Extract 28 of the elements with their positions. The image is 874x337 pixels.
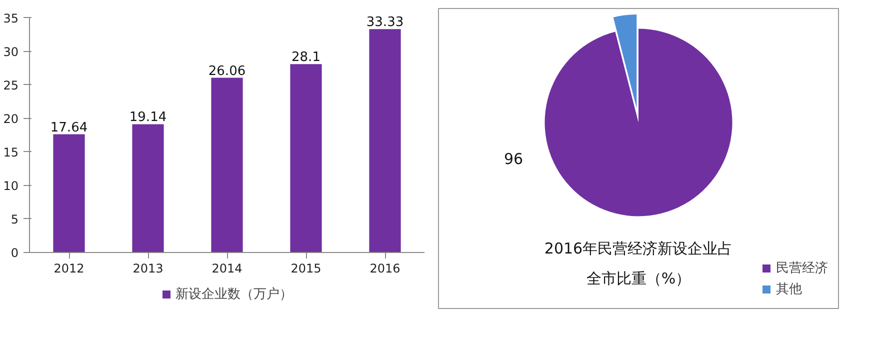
x-tick-label: 2014 (212, 262, 242, 276)
bar (132, 124, 164, 252)
data-label: 17.64 (50, 120, 88, 136)
data-label: 28.1 (292, 50, 320, 66)
bar (290, 64, 322, 252)
bar (53, 134, 85, 252)
data-label: 19.14 (129, 110, 167, 126)
legend-label: 其他 (776, 281, 802, 298)
y-tick-label: 30 (3, 44, 19, 59)
text: 2016年民营经济新设企业占全市比重（%） (544, 240, 733, 288)
bar (369, 29, 401, 252)
x-tick-label: 2013 (132, 262, 164, 276)
y-tick-label: 35 (3, 11, 19, 26)
bar (211, 78, 243, 252)
data-label: 26.06 (208, 64, 246, 79)
y-tick-label: 5 (10, 212, 19, 226)
y-tick-label: 25 (3, 78, 19, 92)
data-label: 33.33 (366, 15, 404, 30)
x-tick-label: 2012 (54, 262, 84, 276)
legend-label: 新设企业数（万户） (176, 286, 292, 303)
data-label: 96 (504, 150, 524, 168)
y-tick-label: 10 (3, 178, 19, 193)
x-tick-label: 2015 (290, 262, 322, 276)
x-tick-label: 2016 (370, 262, 400, 276)
y-tick-label: 20 (3, 112, 19, 126)
y-tick-label: 15 (3, 145, 19, 160)
y-tick-label: 0 (10, 246, 19, 260)
legend-label: 民营经济 (776, 260, 828, 277)
